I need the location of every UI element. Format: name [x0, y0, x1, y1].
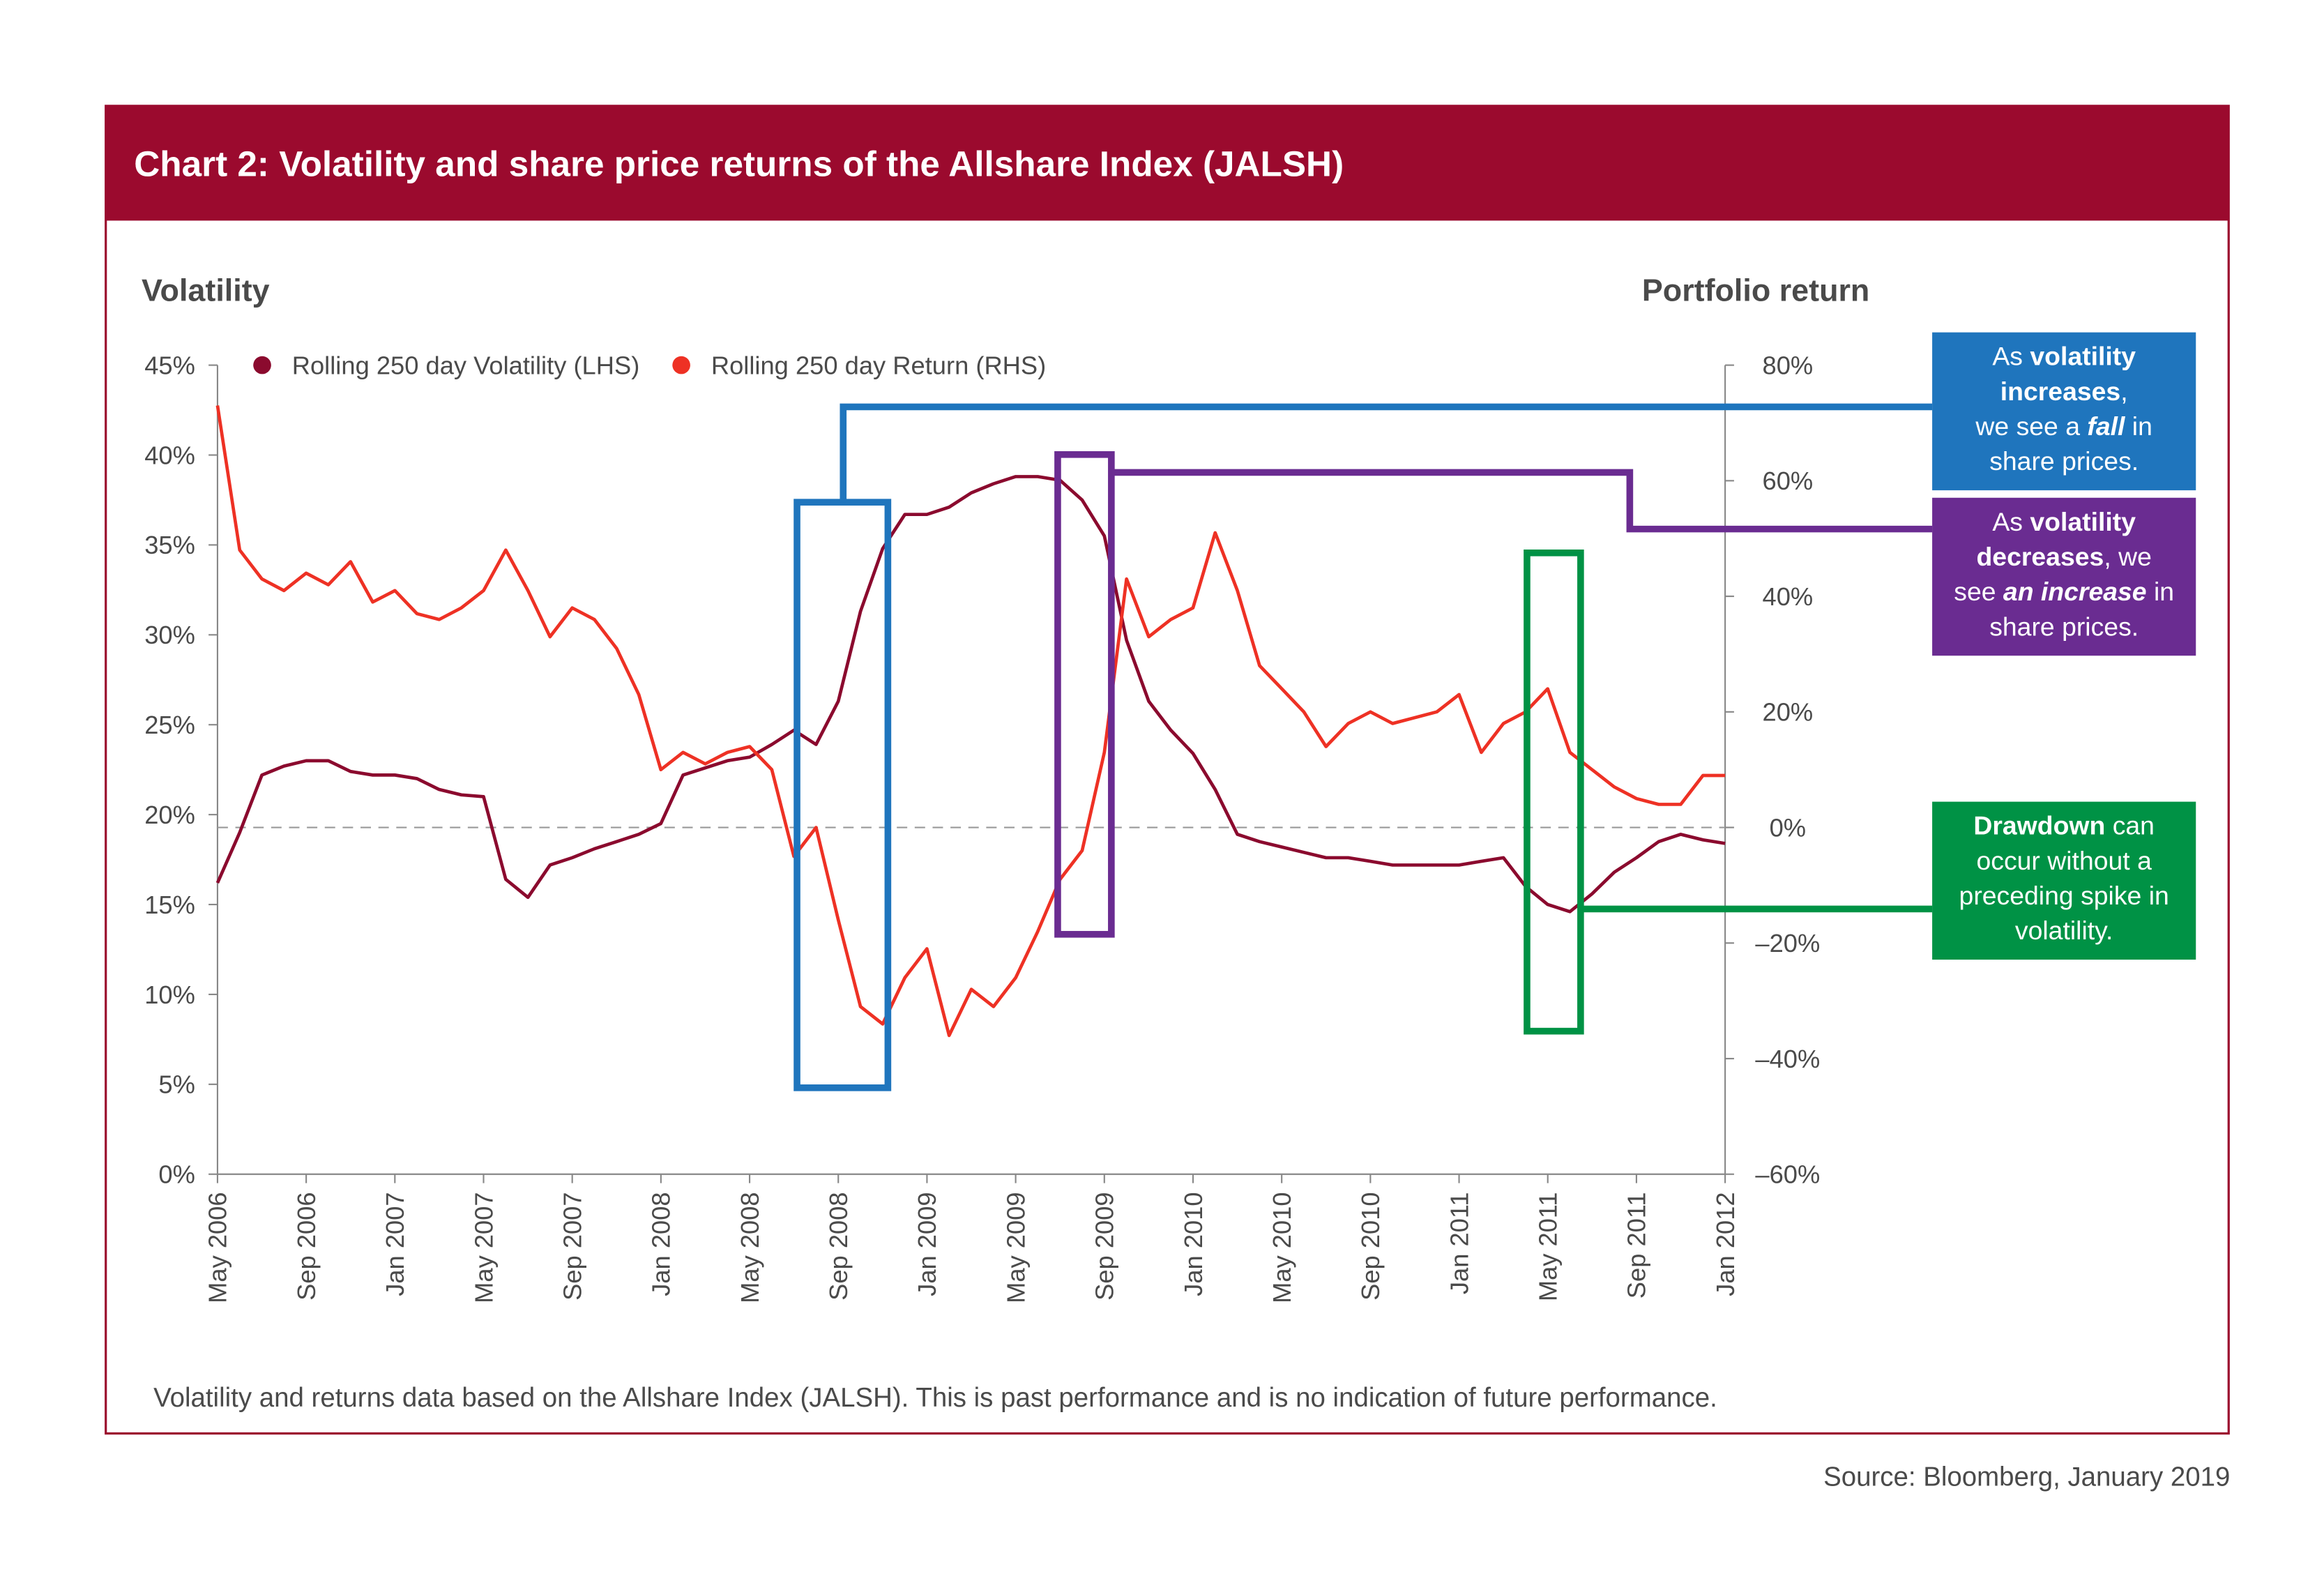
footnote: Volatility and returns data based on the…: [153, 1383, 1717, 1413]
x-tick-label: Sep 2008: [824, 1192, 853, 1300]
connector: [840, 403, 1933, 503]
x-tick-label: Jan 2009: [913, 1192, 941, 1296]
highlight-box: [1054, 450, 1115, 938]
annotation-segment: , we: [2104, 542, 2152, 571]
y2-tick-label: 40%: [1763, 582, 1814, 611]
x-tick-label: Jan 2007: [381, 1192, 409, 1296]
connector: [1111, 469, 1933, 533]
annotation-text: occur without a: [1976, 846, 2152, 875]
x-tick-label: Jan 2008: [647, 1192, 676, 1296]
y2-tick-label: 20%: [1763, 698, 1814, 727]
annotation-segment: occur without a: [1976, 846, 2152, 875]
annotation-segment: increases: [2000, 377, 2120, 406]
annotation-text: share prices.: [1989, 446, 2139, 476]
annotation-text: As volatility: [1992, 342, 2136, 371]
header-bar: [105, 105, 2229, 221]
annotation-segment: in: [2147, 577, 2174, 606]
annotation-segment: decreases: [1976, 542, 2104, 571]
annotation-text: share prices.: [1989, 612, 2139, 641]
annotation-segment: preceding spike in: [1959, 881, 2169, 910]
highlight-box: [1524, 550, 1584, 1035]
annotation-segment: As: [1992, 342, 2030, 371]
y-tick-label: 40%: [144, 441, 195, 469]
y-tick-label: 15%: [144, 891, 195, 919]
y-tick-label: 5%: [158, 1070, 195, 1099]
annotation-segment: Drawdown: [1973, 811, 2105, 840]
annotation-segment: volatility: [2030, 507, 2136, 536]
annotation-segment: we see a: [1975, 411, 2087, 441]
annotation-segment: can: [2105, 811, 2155, 840]
y-axis-title: Volatility: [142, 273, 270, 308]
legend-marker: [672, 356, 690, 374]
y2-tick-label: 80%: [1763, 351, 1814, 379]
annotation-segment: see: [1954, 577, 2003, 606]
source: Source: Bloomberg, January 2019: [1823, 1462, 2230, 1492]
annotation-box: [1932, 332, 2196, 491]
annotation-text: we see a fall in: [1975, 411, 2152, 441]
annotation-text: volatility.: [2015, 916, 2113, 945]
annotation-segment: volatility.: [2015, 916, 2113, 945]
annotation-text: increases,: [2000, 377, 2128, 406]
x-tick-label: Sep 2011: [1623, 1192, 1651, 1298]
x-tick-label: Jan 2011: [1445, 1192, 1473, 1294]
annotation-segment: in: [2125, 411, 2152, 441]
x-tick-label: Sep 2007: [559, 1192, 587, 1300]
chart-title: Chart 2: Volatility and share price retu…: [134, 144, 1344, 183]
annotation-text: Drawdown can: [1973, 811, 2155, 840]
series-line: [215, 475, 1726, 914]
x-tick-label: May 2009: [1001, 1192, 1030, 1303]
legend-marker: [253, 356, 271, 374]
highlight-box: [793, 499, 892, 1091]
annotation-segment: share prices.: [1989, 612, 2139, 641]
annotation-text: decreases, we: [1976, 542, 2151, 571]
y2-tick-label: 60%: [1763, 467, 1814, 495]
y-tick-label: 10%: [144, 980, 195, 1009]
y-tick-label: 20%: [144, 801, 195, 829]
legend-label: Rolling 250 day Volatility (LHS): [292, 351, 640, 379]
y-tick-label: 25%: [144, 711, 195, 739]
y-tick-label: 0%: [158, 1160, 195, 1189]
x-tick-label: May 2011: [1534, 1192, 1563, 1301]
x-tick-label: Sep 2006: [292, 1192, 321, 1300]
annotation-text: see an increase in: [1954, 577, 2174, 606]
frame: [105, 105, 2230, 1435]
x-tick-label: Jan 2012: [1711, 1192, 1740, 1296]
y2-tick-label: –40%: [1755, 1045, 1820, 1073]
x-tick-label: Jan 2010: [1179, 1192, 1208, 1296]
x-tick-label: Sep 2009: [1091, 1192, 1119, 1300]
x-tick-label: Sep 2010: [1356, 1192, 1385, 1300]
x-tick-label: May 2006: [204, 1192, 232, 1303]
annotation-box: [1932, 497, 2196, 656]
annotation-text: As volatility: [1992, 507, 2136, 536]
annotation-segment: share prices.: [1989, 446, 2139, 476]
y2-tick-label: –20%: [1755, 929, 1820, 957]
y2-tick-label: –60%: [1755, 1160, 1820, 1189]
y2-axis-title: Portfolio return: [1642, 273, 1869, 308]
legend-label: Rolling 250 day Return (RHS): [711, 351, 1046, 379]
x-tick-label: May 2008: [736, 1192, 764, 1303]
y-tick-label: 35%: [144, 531, 195, 559]
annotation-text: preceding spike in: [1959, 881, 2169, 910]
x-tick-label: May 2007: [469, 1192, 498, 1303]
y2-tick-label: 0%: [1770, 813, 1806, 842]
annotation-segment: As: [1992, 507, 2030, 536]
y-tick-label: 30%: [144, 621, 195, 649]
annotation-segment: ,: [2120, 377, 2127, 406]
annotation-box: [1932, 801, 2196, 960]
annotation-segment: fall: [2087, 411, 2126, 441]
x-tick-label: May 2010: [1268, 1192, 1296, 1303]
y-tick-label: 45%: [144, 351, 195, 379]
series-line: [215, 405, 1726, 1038]
annotation-segment: an increase: [2003, 577, 2147, 606]
annotation-segment: volatility: [2030, 342, 2136, 371]
